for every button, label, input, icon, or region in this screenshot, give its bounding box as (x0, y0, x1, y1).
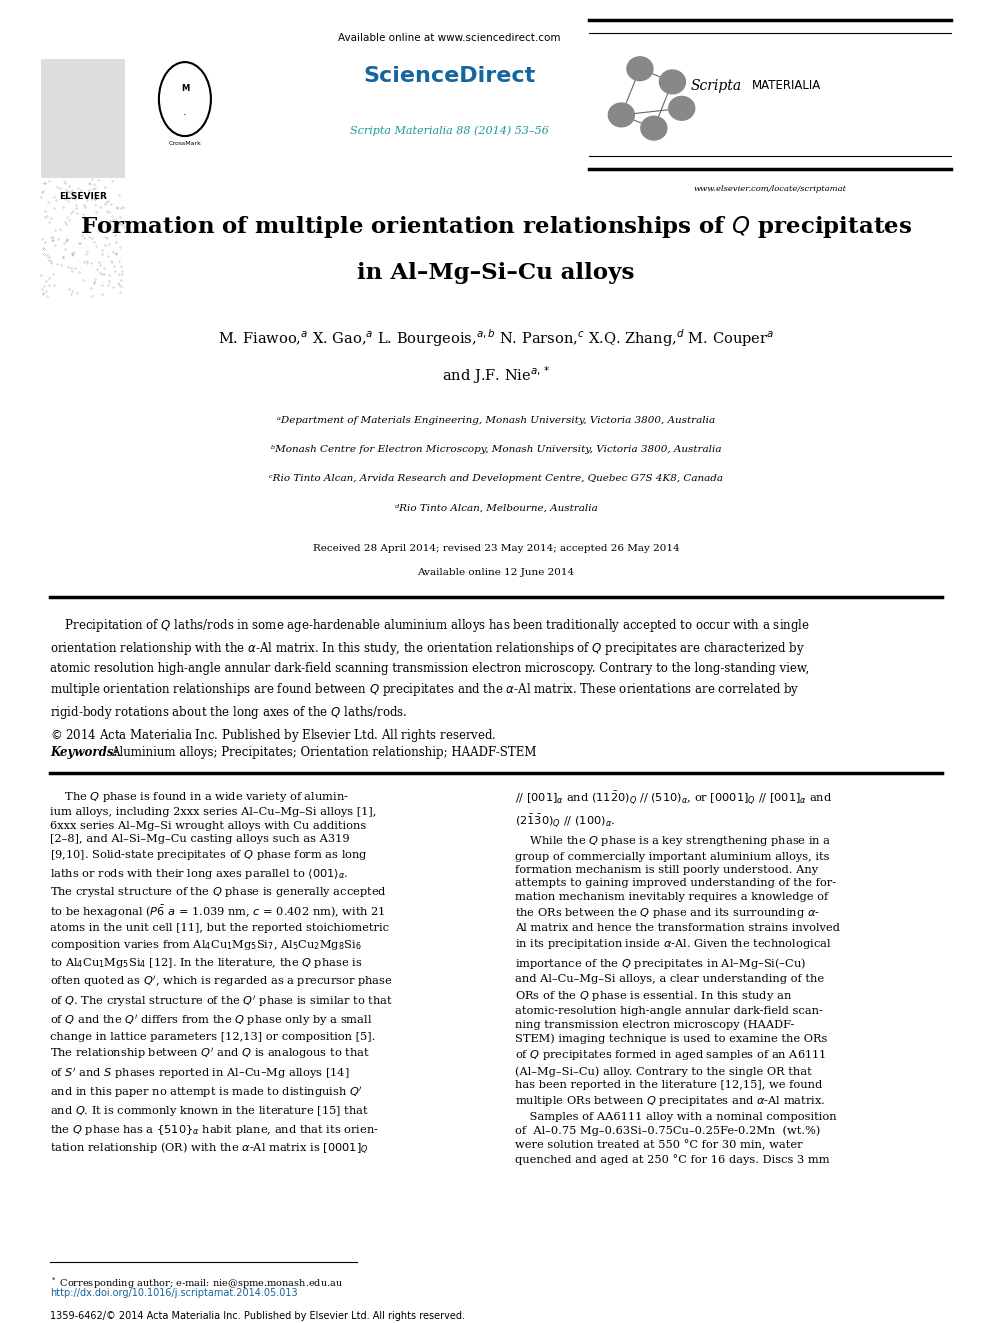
Text: Available online 12 June 2014: Available online 12 June 2014 (418, 568, 574, 577)
Text: ELSEVIER: ELSEVIER (59, 192, 107, 201)
Text: Scripta Materialia 88 (2014) 53–56: Scripta Materialia 88 (2014) 53–56 (350, 126, 549, 136)
Text: Scripta: Scripta (691, 79, 742, 93)
Text: www.elsevier.com/locate/scriptamat: www.elsevier.com/locate/scriptamat (693, 185, 846, 193)
Ellipse shape (669, 97, 694, 120)
Text: ScienceDirect: ScienceDirect (363, 66, 536, 86)
Bar (41, 60, 125, 179)
Text: $^*$ Corresponding author; e-mail: nie@spme.monash.edu.au: $^*$ Corresponding author; e-mail: nie@s… (51, 1275, 343, 1291)
Text: The $\mathit{Q}$ phase is found in a wide variety of alumin-
ium alloys, includi: The $\mathit{Q}$ phase is found in a wid… (51, 790, 393, 1158)
Ellipse shape (660, 70, 685, 94)
Text: M: M (181, 85, 189, 93)
Ellipse shape (627, 57, 653, 81)
Text: // $[001]_{\alpha}$ and $(11\bar{2}0)_Q$ // $(510)_{\alpha}$, or $[0001]_Q$ // $: // $[001]_{\alpha}$ and $(11\bar{2}0)_Q$… (515, 790, 839, 1164)
Ellipse shape (608, 103, 634, 127)
Ellipse shape (641, 116, 667, 140)
Text: ᵈRio Tinto Alcan, Melbourne, Australia: ᵈRio Tinto Alcan, Melbourne, Australia (395, 503, 597, 512)
Text: 1359-6462/© 2014 Acta Materialia Inc. Published by Elsevier Ltd. All rights rese: 1359-6462/© 2014 Acta Materialia Inc. Pu… (51, 1311, 465, 1320)
Text: Precipitation of $\mathit{Q}$ laths/rods in some age-hardenable aluminium alloys: Precipitation of $\mathit{Q}$ laths/rods… (51, 617, 810, 744)
Text: ᶜRio Tinto Alcan, Arvida Research and Development Centre, Quebec G7S 4K8, Canada: ᶜRio Tinto Alcan, Arvida Research and De… (269, 474, 723, 483)
Text: Formation of multiple orientation relationships of $\mathit{Q}$ precipitates: Formation of multiple orientation relati… (80, 214, 912, 239)
Text: Available online at www.sciencedirect.com: Available online at www.sciencedirect.co… (338, 33, 560, 44)
Text: ᵃDepartment of Materials Engineering, Monash University, Victoria 3800, Australi: ᵃDepartment of Materials Engineering, Mo… (277, 417, 715, 425)
Text: and J.F. Nie$^{a,*}$: and J.F. Nie$^{a,*}$ (441, 365, 551, 386)
Text: ᵇMonash Centre for Electron Microscopy, Monash University, Victoria 3800, Austra: ᵇMonash Centre for Electron Microscopy, … (271, 446, 721, 454)
Text: M. Fiawoo,$^a$ X. Gao,$^a$ L. Bourgeois,$^{a,b}$ N. Parson,$^c$ X.Q. Zhang,$^d$ : M. Fiawoo,$^a$ X. Gao,$^a$ L. Bourgeois,… (218, 328, 774, 349)
Text: Aluminium alloys; Precipitates; Orientation relationship; HAADF-STEM: Aluminium alloys; Precipitates; Orientat… (111, 746, 536, 759)
Text: ·: · (184, 110, 186, 120)
Text: Received 28 April 2014; revised 23 May 2014; accepted 26 May 2014: Received 28 April 2014; revised 23 May 2… (312, 544, 680, 553)
Text: Keywords:: Keywords: (51, 746, 122, 759)
Text: in Al–Mg–Si–Cu alloys: in Al–Mg–Si–Cu alloys (357, 262, 635, 283)
Text: CrossMark: CrossMark (169, 142, 201, 147)
Text: MATERIALIA: MATERIALIA (751, 79, 820, 93)
Text: http://dx.doi.org/10.1016/j.scriptamat.2014.05.013: http://dx.doi.org/10.1016/j.scriptamat.2… (51, 1289, 298, 1298)
